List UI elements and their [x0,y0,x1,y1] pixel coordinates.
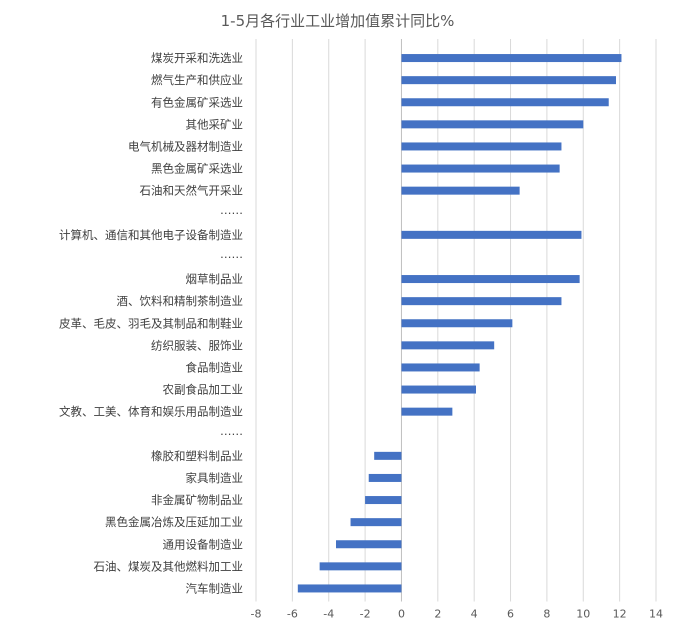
category-label: 黑色金属矿采选业 [151,162,243,176]
bar [401,98,609,107]
x-tick-label: 2 [434,608,441,619]
category-label: 石油、煤炭及其他燃料加工业 [94,559,244,573]
grid-layer [255,39,657,602]
x-tick-label: -6 [287,608,298,619]
bar [401,54,622,63]
bar [401,297,562,306]
category-label: 纺织服装、服饰业 [151,338,243,352]
category-ellipsis: …… [220,424,243,438]
category-label: 有色金属矿采选业 [151,95,243,109]
category-labels: 煤炭开采和洗选业燃气生产和供应业有色金属矿采选业其他采矿业电气机械及器材制造业黑… [59,51,243,595]
bar [401,275,580,284]
bar [374,451,402,460]
x-tick-label: -4 [323,608,334,619]
x-tick-label: 12 [613,608,627,619]
x-tick-label: 14 [649,608,663,619]
bar [401,407,453,416]
category-label: 橡胶和塑料制品业 [151,449,243,463]
category-label: 酒、饮料和精制茶制造业 [117,294,244,308]
tick-labels: -8 -6 -4 -2 0 2 4 6 8 10 12 14 [251,608,663,619]
category-label: 文教、工美、体育和娱乐用品制造业 [59,405,243,419]
bar [401,76,616,85]
bars-layer [297,54,622,593]
category-label: 家具制造业 [186,471,244,485]
category-label: 食品制造业 [186,360,244,374]
bar [401,120,584,129]
bar [350,518,402,527]
category-label: 烟草制品业 [186,272,244,286]
x-tick-label: -8 [251,608,262,619]
x-tick-label: -2 [360,608,371,619]
category-label: 计算机、通信和其他电子设备制造业 [59,228,243,242]
category-label: 煤炭开采和洗选业 [151,51,243,65]
bar [401,142,562,151]
bar [401,341,495,350]
category-ellipsis: …… [220,203,243,217]
x-tick-label: 0 [398,608,405,619]
bar [336,540,402,549]
category-label: 非金属矿物制品业 [151,493,243,507]
bar [401,385,476,394]
bar [401,363,480,372]
bar [365,496,402,505]
category-label: 农副食品加工业 [163,383,244,397]
x-tick-label: 4 [471,608,478,619]
bar [401,319,513,328]
x-tick-label: 6 [507,608,514,619]
category-label: 黑色金属冶炼及压延加工业 [105,515,243,529]
bar [319,562,402,571]
category-label: 其他采矿业 [186,117,244,131]
bar [368,473,402,482]
bar [401,164,560,173]
category-label: 皮革、毛皮、羽毛及其制品和制鞋业 [59,316,243,330]
chart-title: 1-5月各行业工业增加值累计同比% [220,12,455,30]
bar [297,584,402,593]
category-label: 通用设备制造业 [163,537,244,551]
bar [401,230,582,239]
category-label: 燃气生产和供应业 [151,73,243,87]
bar [401,186,520,195]
category-ellipsis: …… [220,247,243,261]
category-label: 石油和天然气开采业 [140,184,244,198]
category-label: 电气机械及器材制造业 [128,139,243,153]
x-tick-label: 8 [543,608,550,619]
category-label: 汽车制造业 [186,581,244,595]
x-tick-label: 10 [576,608,590,619]
